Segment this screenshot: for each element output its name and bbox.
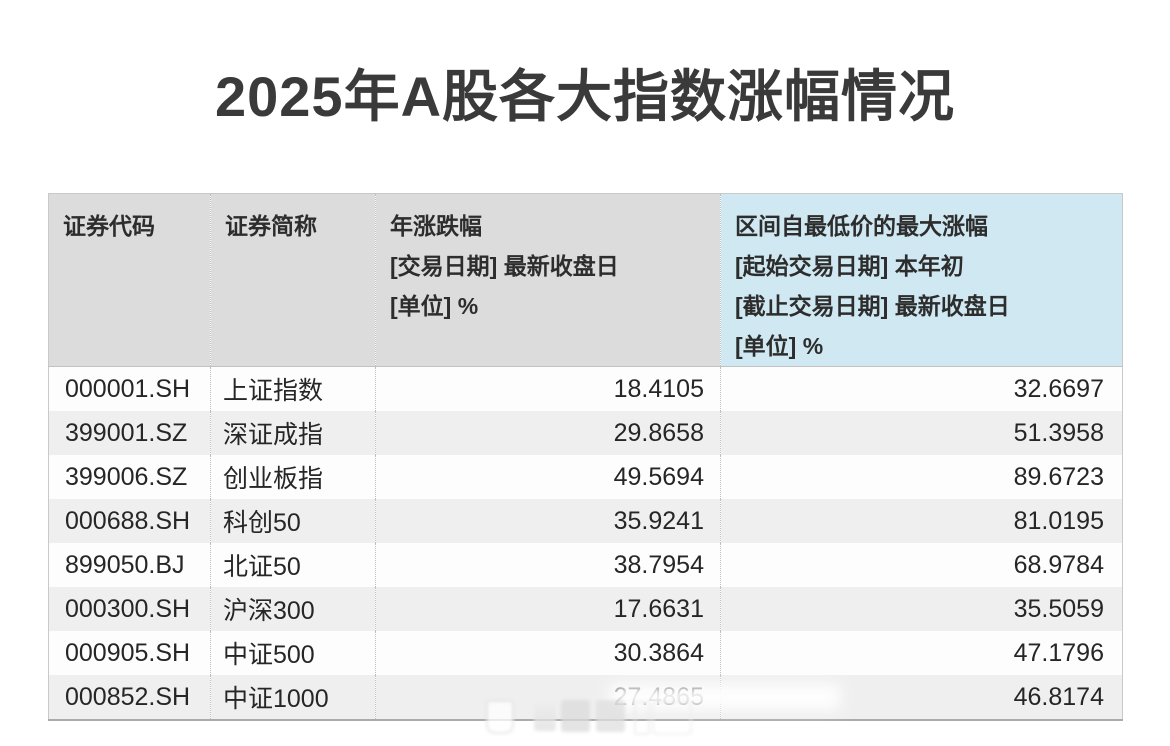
watermark-glyph — [486, 700, 514, 734]
cell-ytd-change: 35.9241 — [375, 499, 721, 543]
table-row: 000852.SH 中证1000 27.4865 46.8174 — [48, 675, 1123, 720]
cell-security-code: 899050.BJ — [65, 550, 185, 579]
cell-max-gain: 51.3958 — [720, 411, 1123, 455]
cell-security-code: 000905.SH — [65, 638, 191, 667]
table-row: 399001.SZ 深证成指 29.8658 51.3958 — [48, 411, 1123, 455]
header-line: [交易日期] 最新收盘日 — [390, 253, 619, 279]
col-header-max-gain-from-low: 区间自最低价的最大涨幅 [起始交易日期] 本年初 [截止交易日期] 最新收盘日 … — [720, 193, 1123, 367]
cell-security-code: 000001.SH — [65, 374, 191, 403]
header-line: 证券简称 — [225, 213, 317, 239]
header-line: [起始交易日期] 本年初 — [735, 253, 964, 279]
cell-security-name: 科创50 — [210, 499, 376, 543]
header-line: 证券代码 — [63, 213, 155, 239]
cell-ytd-change: 30.3864 — [375, 631, 721, 675]
cell-max-gain: 47.1796 — [720, 631, 1123, 675]
col-header-security-name: 证券简称 — [210, 193, 376, 367]
cell-max-gain: 89.6723 — [720, 455, 1123, 499]
cell-security-name: 沪深300 — [210, 587, 376, 631]
watermark-glyph — [634, 701, 650, 735]
cell-security-name: 中证1000 — [210, 675, 376, 720]
header-line: 区间自最低价的最大涨幅 — [735, 213, 988, 239]
cell-ytd-change: 17.6631 — [375, 587, 721, 631]
table-row: 399006.SZ 创业板指 49.5694 89.6723 — [48, 455, 1123, 499]
cell-security-name: 上证指数 — [210, 366, 376, 411]
cell-security-name: 创业板指 — [210, 455, 376, 499]
cell-security-name: 北证50 — [210, 543, 376, 587]
header-line: [单位] % — [735, 333, 824, 359]
watermark-glyph — [534, 703, 556, 731]
cell-max-gain: 35.5059 — [720, 587, 1123, 631]
cell-security-code: 000300.SH — [65, 594, 191, 623]
table-row: 899050.BJ 北证50 38.7954 68.9784 — [48, 543, 1123, 587]
table-row: 000001.SH 上证指数 18.4105 32.6697 — [48, 366, 1123, 411]
cell-ytd-change: 38.7954 — [375, 543, 721, 587]
index-performance-table: 证券代码 证券简称 年涨跌幅 [交易日期] 最新收盘日 [单位] % 区间自最低… — [48, 193, 1123, 721]
cell-ytd-change: 18.4105 — [375, 366, 721, 411]
header-line: [截止交易日期] 最新收盘日 — [735, 293, 1010, 319]
cell-max-gain: 32.6697 — [720, 366, 1123, 411]
table-row: 000688.SH 科创50 35.9241 81.0195 — [48, 499, 1123, 543]
table-row: 000300.SH 沪深300 17.6631 35.5059 — [48, 587, 1123, 631]
table-row: 000905.SH 中证500 30.3864 47.1796 — [48, 631, 1123, 675]
page-title: 2025年A股各大指数涨幅情况 — [214, 65, 956, 128]
cell-security-code: 000852.SH — [65, 682, 191, 711]
header-line: 年涨跌幅 — [390, 213, 482, 239]
cell-security-name: 中证500 — [210, 631, 376, 675]
cell-max-gain: 81.0195 — [720, 499, 1123, 543]
cell-security-code: 399001.SZ — [65, 418, 188, 447]
watermark-glyph — [596, 700, 625, 732]
cell-max-gain: 68.9784 — [720, 543, 1123, 587]
cell-ytd-change: 29.8658 — [375, 411, 721, 455]
cell-ytd-change: 49.5694 — [375, 455, 721, 499]
watermark-glyph — [561, 700, 590, 732]
col-header-ytd-change: 年涨跌幅 [交易日期] 最新收盘日 [单位] % — [375, 193, 721, 367]
cell-security-code: 000688.SH — [65, 506, 191, 535]
cell-security-name: 深证成指 — [210, 411, 376, 455]
table-header-row: 证券代码 证券简称 年涨跌幅 [交易日期] 最新收盘日 [单位] % 区间自最低… — [48, 193, 1123, 367]
col-header-security-code: 证券代码 — [48, 193, 211, 367]
cell-security-code: 399006.SZ — [65, 462, 188, 491]
header-line: [单位] % — [390, 293, 479, 319]
watermark-glyph — [652, 701, 692, 735]
